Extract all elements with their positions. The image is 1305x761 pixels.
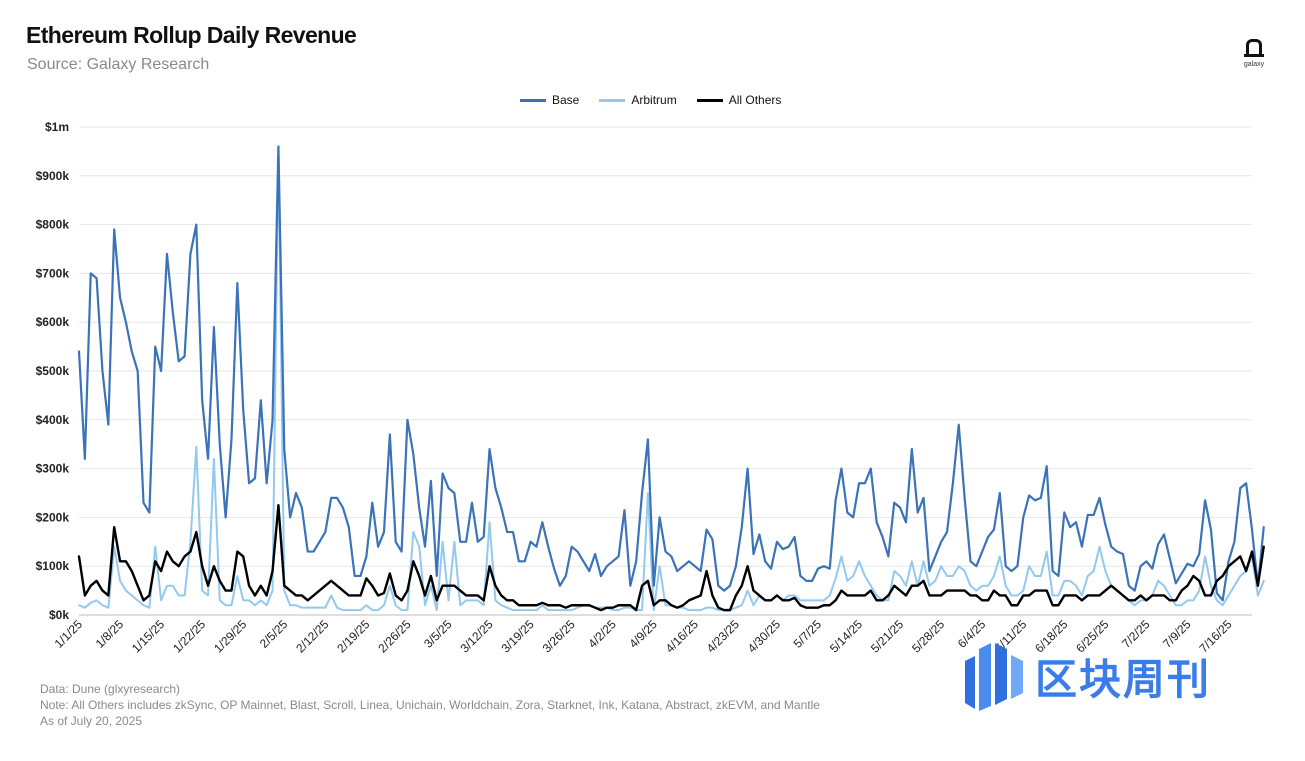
watermark: 区块周刊	[965, 641, 1211, 711]
x-tick-label: 4/30/25	[745, 617, 783, 655]
x-tick-label: 3/12/25	[457, 617, 495, 655]
footer-note: Note: All Others includes zkSync, OP Mai…	[40, 698, 820, 712]
x-tick-label: 4/2/25	[585, 617, 619, 651]
y-tick-label: $600k	[36, 315, 70, 329]
y-tick-label: $500k	[36, 364, 70, 378]
chart-footer: Data: Dune (glxyresearch) Note: All Othe…	[40, 681, 820, 729]
y-axis: $0k $100k $200k $300k $400k $500k $600k $700k $8…	[36, 120, 70, 622]
legend-label-base: Base	[552, 93, 580, 107]
x-tick-label: 4/23/25	[704, 617, 742, 655]
legend-swatch-arbitrum	[599, 98, 626, 102]
x-tick-label: 5/28/25	[909, 617, 947, 655]
chart-legend: Base Arbitrum All Others	[520, 93, 781, 107]
x-tick-label: 1/1/25	[52, 617, 86, 651]
x-tick-label: 2/5/25	[257, 617, 291, 651]
x-tick-label: 2/19/25	[334, 617, 372, 655]
x-tick-label: 1/29/25	[211, 617, 249, 655]
series-line-all-others	[77, 504, 1265, 612]
x-tick-label: 5/21/25	[868, 617, 906, 655]
y-tick-label: $200k	[36, 510, 70, 524]
series-lines	[77, 145, 1265, 612]
x-tick-label: 4/9/25	[626, 617, 660, 651]
legend-item-all-others: All Others	[696, 93, 782, 107]
x-tick-label: 3/5/25	[421, 617, 455, 651]
y-tick-label: $400k	[36, 413, 70, 427]
x-tick-label: 1/15/25	[129, 617, 167, 655]
y-tick-label: $700k	[36, 266, 70, 280]
legend-item-base: Base	[520, 93, 579, 107]
y-tick-label: $100k	[36, 559, 70, 573]
y-tick-label: $800k	[36, 218, 70, 232]
x-tick-label: 2/12/25	[293, 617, 331, 655]
gridlines	[79, 126, 1252, 616]
chart-subtitle: Source: Galaxy Research	[27, 56, 210, 73]
y-tick-label: $1m	[45, 120, 69, 134]
chart-title: Ethereum Rollup Daily Revenue	[26, 22, 357, 48]
watermark-logo-icon	[965, 643, 1023, 711]
galaxy-logo-text: galaxy	[1243, 61, 1265, 68]
series-line-base	[77, 145, 1265, 602]
legend-label-arbitrum: Arbitrum	[631, 93, 677, 107]
x-tick-label: 2/26/25	[375, 617, 413, 655]
footer-data-source: Data: Dune (glxyresearch)	[40, 682, 181, 696]
x-tick-label: 5/14/25	[827, 617, 865, 655]
series-line-arbitrum	[78, 145, 1265, 612]
legend-swatch-all-others	[696, 98, 723, 102]
x-tick-label: 3/19/25	[499, 617, 537, 655]
galaxy-logo-icon	[1244, 39, 1264, 57]
x-tick-label: 5/7/25	[791, 617, 825, 651]
footer-as-of: As of July 20, 2025	[40, 714, 143, 728]
watermark-text: 区块周刊	[1035, 654, 1212, 704]
legend-swatch-base	[520, 98, 546, 102]
x-tick-label: 1/8/25	[93, 617, 127, 651]
x-tick-label: 1/22/25	[170, 617, 208, 655]
legend-label-all-others: All Others	[728, 93, 782, 107]
y-tick-label: $900k	[36, 169, 70, 183]
x-tick-label: 4/16/25	[663, 617, 701, 655]
legend-item-arbitrum: Arbitrum	[599, 93, 677, 107]
x-tick-label: 3/26/25	[540, 617, 578, 655]
y-tick-label: $0k	[49, 608, 69, 622]
galaxy-logo: galaxy	[1236, 36, 1272, 76]
y-tick-label: $300k	[36, 462, 70, 476]
